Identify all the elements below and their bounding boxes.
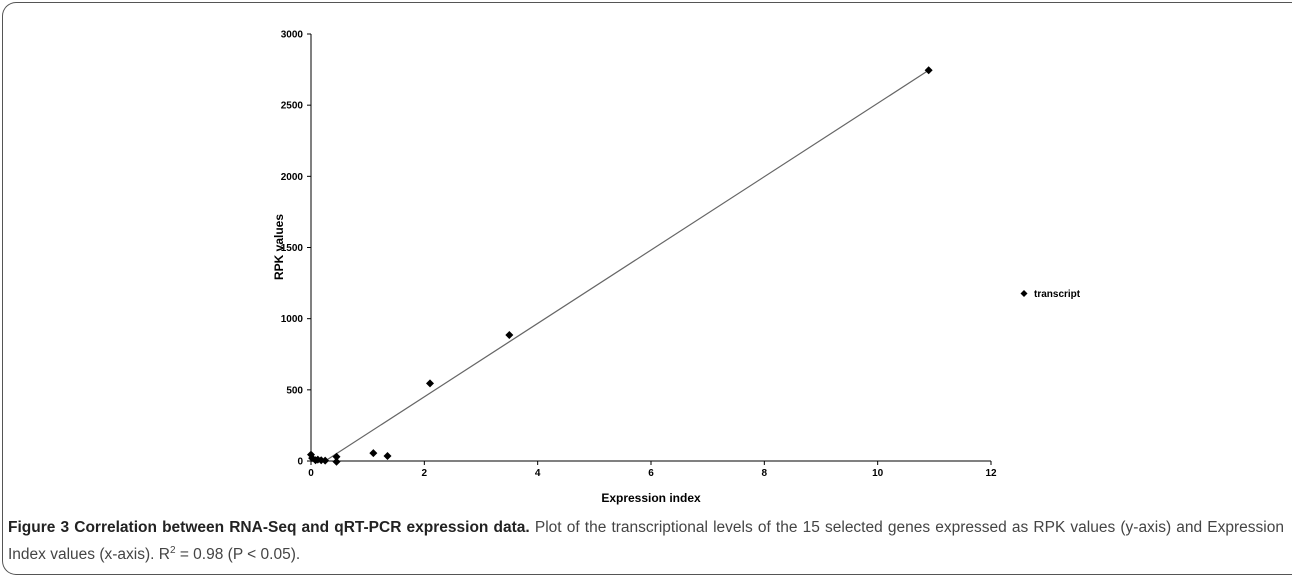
- caption-r2-superscript: 2: [169, 545, 176, 556]
- x-axis-title: Expression index: [601, 491, 701, 505]
- y-tick-label: 1000: [281, 314, 304, 325]
- figure-caption: Figure 3 Correlation between RNA-Seq and…: [8, 516, 1284, 566]
- legend-marker: [1020, 290, 1028, 297]
- caption-text: Plot of the transcriptional levels of th…: [8, 519, 1284, 564]
- legend: transcript: [1020, 289, 1081, 300]
- data-point: [332, 457, 341, 466]
- x-tick-label: 2: [422, 468, 428, 479]
- chart-axes: [310, 34, 991, 462]
- x-tick-label: 10: [872, 468, 884, 479]
- data-point: [332, 452, 341, 461]
- data-point: [383, 452, 392, 461]
- data-point: [924, 66, 933, 75]
- x-tick-label: 0: [308, 468, 314, 479]
- x-tick-label: 6: [648, 468, 654, 479]
- data-point: [369, 449, 378, 458]
- scatter-chart: 0 500 1000 1500 2000 2500 3000 0 2 4 6 8 10 12 Expres…: [272, 30, 1081, 506]
- y-tick-label: 2500: [281, 101, 304, 112]
- caption-label: Figure 3 Correlation between RNA-Seq and…: [8, 519, 530, 536]
- x-tick-label: 8: [762, 468, 768, 479]
- y-tick-label: 2000: [281, 172, 304, 183]
- y-axis-title: RPK values: [272, 214, 286, 280]
- data-point: [426, 379, 434, 388]
- chart-ticks: 0 500 1000 1500 2000 2500 3000 0 2 4 6 8 10 12: [281, 30, 997, 480]
- y-tick-label: 0: [297, 457, 303, 468]
- y-tick-label: 1500: [281, 243, 304, 254]
- y-tick-label: 500: [286, 385, 303, 396]
- caption-text-end: = 0.98 (P < 0.05).: [175, 546, 301, 564]
- y-tick-label: 3000: [281, 30, 304, 41]
- x-tick-label: 4: [535, 468, 541, 479]
- legend-label: transcript: [1034, 289, 1081, 300]
- x-tick-label: 12: [985, 468, 997, 479]
- trendline-group: [324, 69, 929, 462]
- data-point: [505, 331, 514, 340]
- data-point: [321, 456, 330, 465]
- trendline: [324, 69, 929, 462]
- data-points: [307, 66, 933, 466]
